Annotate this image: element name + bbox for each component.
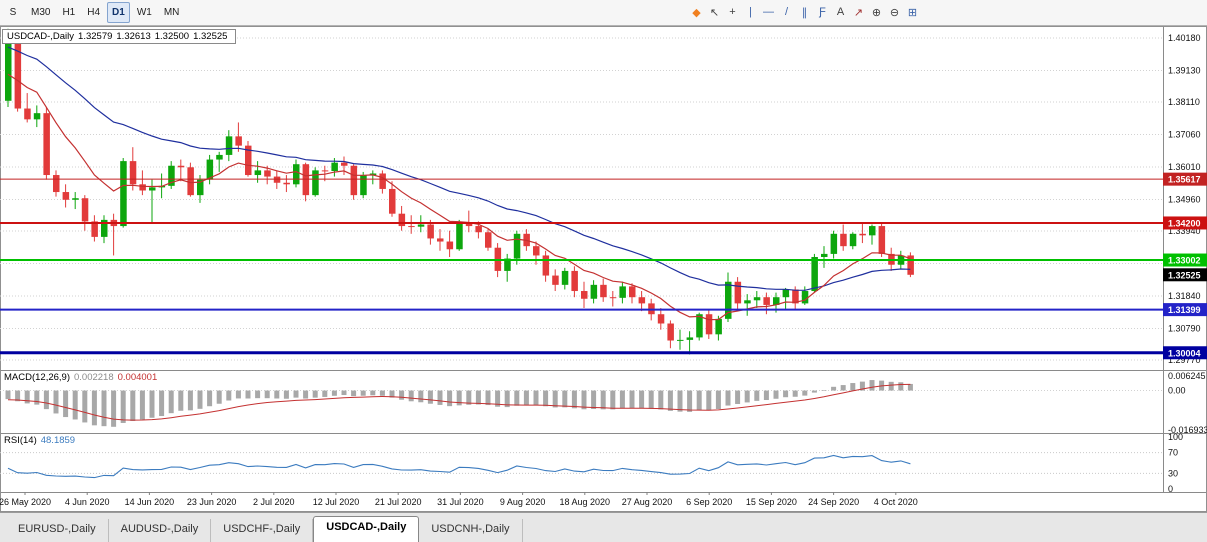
horizontal-line-icon[interactable]: —	[763, 6, 774, 18]
svg-text:1.38110: 1.38110	[1168, 97, 1200, 107]
ma-slow-line[interactable]	[7, 46, 911, 291]
svg-text:1.33002: 1.33002	[1168, 256, 1201, 266]
svg-text:1.31840: 1.31840	[1168, 291, 1201, 301]
svg-text:0.00: 0.00	[1168, 386, 1186, 396]
chart-tab-usdcad-daily[interactable]: USDCAD-,Daily	[313, 516, 420, 542]
svg-text:18 Aug 2020: 18 Aug 2020	[560, 497, 611, 507]
svg-text:1.36010: 1.36010	[1168, 162, 1201, 172]
channel-icon[interactable]: ∥	[801, 6, 808, 19]
svg-text:9 Aug 2020: 9 Aug 2020	[500, 497, 546, 507]
svg-text:1.37060: 1.37060	[1168, 130, 1201, 140]
svg-text:1.34200: 1.34200	[1168, 218, 1201, 228]
macd-name: MACD(12,26,9)	[4, 372, 70, 383]
timeframe-button-m30[interactable]: M30	[31, 7, 51, 18]
ohlc-low: 1.32500	[154, 31, 190, 42]
svg-text:2 Jul 2020: 2 Jul 2020	[253, 497, 295, 507]
svg-text:0.006245: 0.006245	[1168, 371, 1206, 381]
svg-text:1.33940: 1.33940	[1168, 226, 1201, 236]
svg-text:30: 30	[1168, 468, 1178, 478]
svg-text:27 Aug 2020: 27 Aug 2020	[622, 497, 673, 507]
chart-tab-bar: EURUSD-,Daily AUDUSD-,Daily USDCHF-,Daily U…	[0, 512, 1207, 542]
svg-text:1.31399: 1.31399	[1168, 305, 1201, 315]
svg-text:1.30790: 1.30790	[1168, 323, 1201, 333]
chart-tab-eurusd-daily[interactable]: EURUSD-,Daily	[6, 519, 109, 542]
new-order-icon[interactable]: ◆	[692, 6, 701, 19]
svg-text:4 Oct 2020: 4 Oct 2020	[874, 497, 918, 507]
vertical-line-icon[interactable]: |	[749, 6, 752, 18]
macd-histogram[interactable]	[5, 380, 913, 427]
svg-text:1.39130: 1.39130	[1168, 65, 1201, 75]
svg-text:23 Jun 2020: 23 Jun 2020	[187, 497, 237, 507]
rsi-value: 48.1859	[40, 435, 76, 446]
current-price-badge	[1163, 268, 1207, 282]
svg-text:70: 70	[1168, 448, 1178, 458]
chart-tab-usdchf-daily[interactable]: USDCHF-,Daily	[211, 519, 314, 542]
chart-ohlc-label: USDCAD-,Daily 1.32579 1.32613 1.32500 1.3252…	[2, 29, 237, 44]
rsi-axis: 100 70 30 0	[1168, 432, 1183, 494]
horizontal-levels[interactable]: 1.35617 1.34200 1.33002 1.31399 1.30004	[0, 172, 1207, 360]
timeframe-button-s[interactable]: S	[9, 7, 17, 18]
svg-text:14 Jun 2020: 14 Jun 2020	[125, 497, 175, 507]
text-icon[interactable]: A	[836, 6, 845, 18]
tile-windows-icon[interactable]: ⊞	[907, 6, 918, 19]
svg-text:1.32525: 1.32525	[1168, 270, 1201, 280]
trendline-icon[interactable]: /	[784, 6, 789, 18]
macd-signal-line[interactable]	[7, 383, 911, 421]
svg-text:15 Sep 2020: 15 Sep 2020	[746, 497, 797, 507]
tools-toolbar: ◆ ↖ + | — / ∥ Ƒ A ↗ ⊕ ⊖ ⊞	[688, 2, 921, 22]
zoom-out-icon[interactable]: ⊖	[889, 6, 900, 19]
svg-text:4 Jun 2020: 4 Jun 2020	[65, 497, 110, 507]
svg-text:1.35617: 1.35617	[1168, 175, 1201, 185]
chart-tab-usdcnh-daily[interactable]: USDCNH-,Daily	[419, 519, 523, 542]
svg-text:1.40180: 1.40180	[1168, 33, 1201, 43]
svg-text:6 Sep 2020: 6 Sep 2020	[686, 497, 732, 507]
svg-text:0: 0	[1168, 484, 1173, 494]
chart-symbol-label: USDCAD-,Daily	[7, 31, 75, 42]
rsi-line[interactable]	[7, 454, 911, 479]
svg-text:1.29770: 1.29770	[1168, 355, 1201, 365]
arrow-icon[interactable]: ↗	[853, 6, 864, 19]
svg-text:1.34960: 1.34960	[1168, 194, 1201, 204]
timeframe-button-d1[interactable]: D1	[107, 2, 130, 23]
svg-text:100: 100	[1168, 432, 1183, 442]
fibonacci-icon[interactable]: Ƒ	[819, 6, 826, 18]
svg-text:-0.016933: -0.016933	[1168, 425, 1207, 435]
macd-indicator-label: MACD(12,26,9) 0.002218 0.004001	[4, 372, 161, 383]
svg-text:31 Jul 2020: 31 Jul 2020	[437, 497, 484, 507]
macd-signal-value: 0.004001	[117, 372, 158, 383]
zoom-in-icon[interactable]: ⊕	[871, 6, 882, 19]
crosshair-icon[interactable]: +	[729, 6, 736, 18]
timeframe-button-h1[interactable]: H1	[62, 7, 76, 18]
svg-text:26 May 2020: 26 May 2020	[0, 497, 51, 507]
rsi-name: RSI(14)	[4, 435, 37, 446]
timeframe-button-w1[interactable]: W1	[136, 7, 152, 18]
svg-text:12 Jul 2020: 12 Jul 2020	[313, 497, 360, 507]
toolbar: S M30 H1 H4 D1 W1 MN ◆ ↖ + | — / ∥ Ƒ A ↗ ⊕ ⊖ ⊞	[0, 0, 1207, 26]
macd-histogram-value: 0.002218	[74, 372, 114, 383]
timeframe-button-mn[interactable]: MN	[163, 7, 180, 18]
ma-fast-line[interactable]	[7, 73, 911, 321]
price-gridlines	[0, 37, 1163, 361]
ohlc-close: 1.32525	[193, 31, 228, 42]
chart-tab-audusd-daily[interactable]: AUDUSD-,Daily	[109, 519, 212, 542]
timeframe-toolbar: S M30 H1 H4 D1 W1 MN	[2, 2, 184, 23]
rsi-indicator-label: RSI(14) 48.1859	[4, 435, 79, 446]
svg-text:21 Jul 2020: 21 Jul 2020	[375, 497, 422, 507]
svg-text:1.30004: 1.30004	[1168, 348, 1201, 358]
ohlc-high: 1.32613	[116, 31, 151, 42]
time-axis[interactable]: 26 May 2020 4 Jun 2020 14 Jun 2020 23 Jun 2…	[0, 492, 918, 507]
svg-text:24 Sep 2020: 24 Sep 2020	[808, 497, 859, 507]
ohlc-open: 1.32579	[78, 31, 113, 42]
cursor-icon[interactable]: ↖	[709, 6, 720, 19]
macd-axis: 0.006245 0.00 -0.016933	[1168, 371, 1207, 435]
timeframe-button-h4[interactable]: H4	[87, 7, 101, 18]
